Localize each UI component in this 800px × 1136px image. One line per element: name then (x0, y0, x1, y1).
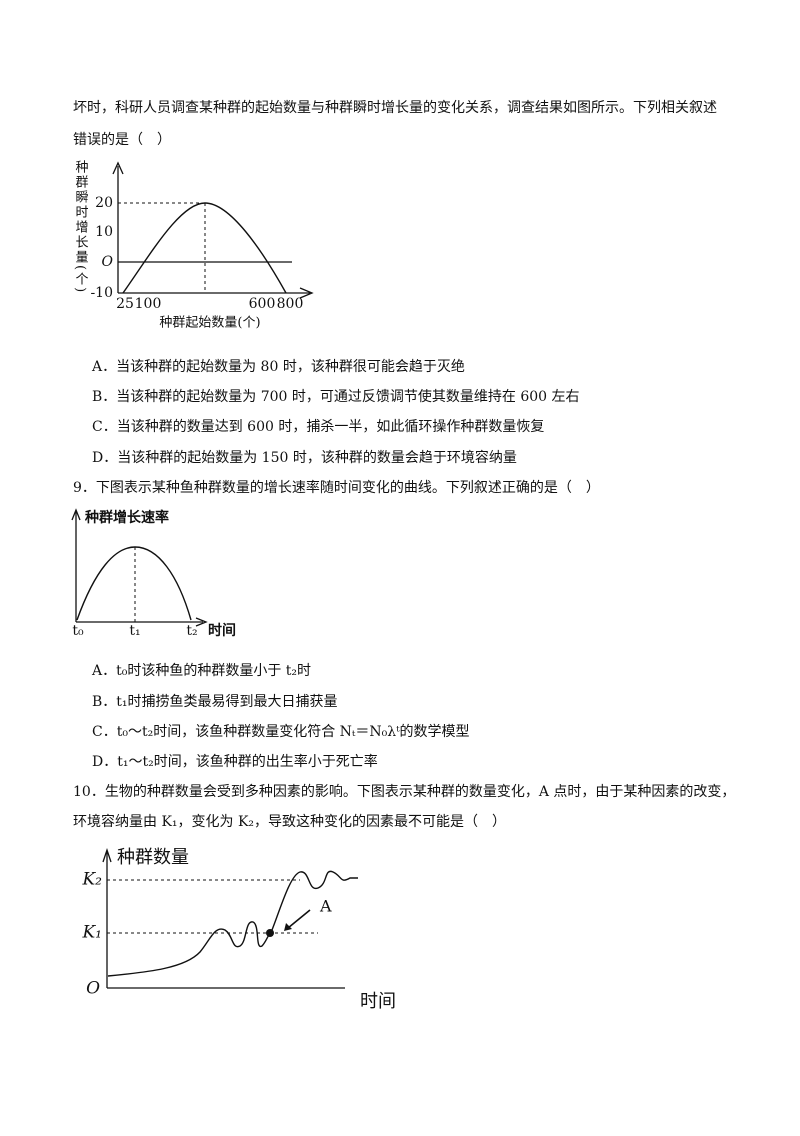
curve (107, 870, 358, 977)
option: A．t₀时该种鱼的种群数量小于 t₂时 (91, 662, 311, 679)
curve (76, 546, 192, 621)
stem-line: 错误的是（ ） (73, 132, 171, 148)
figure-1: 种群瞬时增长量(个) 20 10 O -10 25 100 600 800 种群… (73, 160, 314, 331)
figure-3: A 种群数量 K₂ K₁ O 时间 (81, 847, 396, 1012)
arrow (112, 161, 124, 175)
x-tick-label: t₂ (186, 623, 197, 639)
x-axis-label: 时间 (360, 991, 396, 1012)
stem-line: 10．生物的种群数量会受到多种因素的影响。下图表示某种群的数量变化，A 点时，由… (73, 783, 735, 800)
y-tick-label: 10 (95, 224, 113, 240)
option: B．t₁时捕捞鱼类最易得到最大日捕获量 (92, 693, 338, 710)
option: C．当该种群的数量达到 600 时，捕杀一半，如此循环操作种群数量恢复 (92, 418, 544, 435)
y-tick-label: K₂ (81, 870, 102, 890)
arrow (71, 508, 81, 521)
y-tick-label: K₁ (81, 923, 102, 943)
curve (122, 202, 287, 294)
y-tick-label: O (102, 254, 114, 270)
y-axis-label: 种群数量 (117, 847, 189, 868)
y-tick-label: O (86, 979, 100, 999)
x-tick-label: 100 (135, 296, 162, 312)
arrow (102, 847, 112, 863)
point (266, 929, 274, 937)
arrow (287, 909, 311, 929)
x-tick-label: 800 (277, 296, 304, 312)
x-tick-label: t₀ (72, 623, 84, 639)
stem-line: 9．下图表示某种鱼种群数量的增长速率随时间变化的曲线。下列叙述正确的是（ ） (73, 479, 600, 496)
option: C．t₀～t₂时间，该鱼种群数量变化符合 Nₜ＝N₀λᵗ的数学模型 (92, 723, 470, 740)
option: D．t₁～t₂时间，该鱼种群的出生率小于死亡率 (92, 753, 378, 770)
x-axis-label: 种群起始数量(个) (159, 316, 260, 331)
y-tick-label: -10 (90, 285, 113, 301)
arrow (195, 617, 208, 627)
x-tick-label: 25 (116, 296, 134, 312)
x-tick-label: 600 (249, 296, 276, 312)
stem-line: 环境容纳量由 K₁，变化为 K₂，导致这种变化的因素最不可能是（ ） (73, 813, 506, 830)
figure-2: 种群增长速率 t₀ t₁ t₂ 时间 (71, 508, 236, 639)
y-axis-label: 种群增长速率 (84, 509, 169, 526)
option: A．当该种群的起始数量为 80 时，该种群很可能会趋于灭绝 (91, 359, 465, 375)
option: B．当该种群的起始数量为 700 时，可通过反馈调节使其数量维持在 600 左右 (92, 388, 580, 405)
stem-line: 坏时，科研人员调查某种群的起始数量与种群瞬时增长量的变化关系，调查结果如图所示。… (73, 99, 717, 116)
arrow (299, 287, 314, 299)
option: D．当该种群的起始数量为 150 时，该种群的数量会趋于环境容纳量 (92, 449, 517, 466)
y-tick-label: 20 (95, 195, 113, 211)
arrow-head (284, 923, 292, 931)
point-label: A (319, 897, 332, 916)
x-axis-label: 时间 (208, 622, 236, 639)
x-tick-label: t₁ (129, 623, 140, 639)
y-axis-label: 种群瞬时增长量(个) (73, 160, 89, 294)
